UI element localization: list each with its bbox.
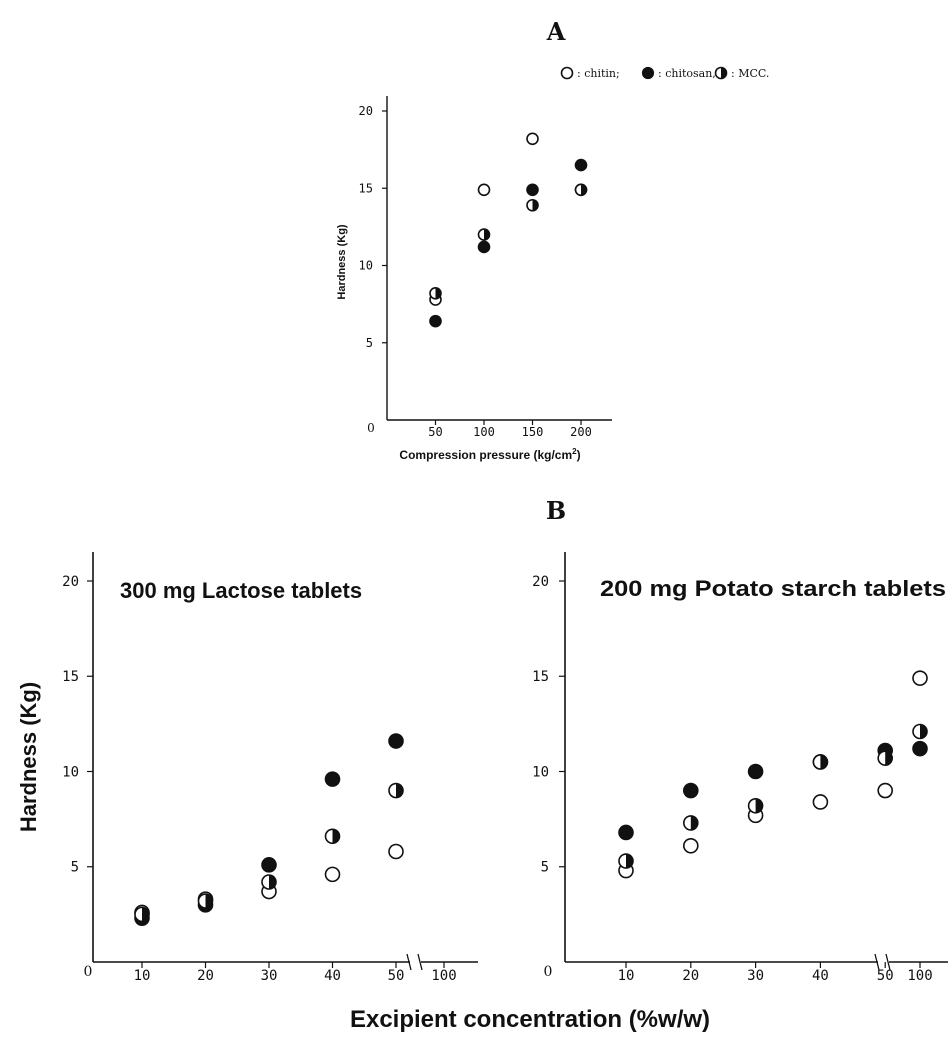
chart-b-potato-title: 200 mg Potato starch tablets xyxy=(600,576,946,601)
chart-a-xtick-label: 50 xyxy=(428,425,442,439)
chart-b-lactose-point-chitin xyxy=(388,843,404,860)
chart-b-lactose-point-chitosan xyxy=(324,771,341,787)
chart-b-lactose-point-chitosan xyxy=(388,733,404,749)
chart-a-point-mcc xyxy=(429,287,442,300)
chart-b-potato-origin-label: 0 xyxy=(544,964,553,980)
chart-b-potato-xtick-label: 30 xyxy=(747,968,764,984)
chart-b-potato-point-mcc xyxy=(618,853,634,869)
chart-a-xtick-label: 200 xyxy=(570,425,592,439)
chart-a-origin-label: 0 xyxy=(367,421,375,435)
legend-mcc-label: : MCC. xyxy=(731,67,769,80)
panel-label-b: B xyxy=(546,496,566,525)
chart-b-potato-ytick-label: 10 xyxy=(532,764,549,780)
chart-a-xlabel: Compression pressure (kg/cm2) xyxy=(399,447,580,462)
chart-b-potato-point-chitosan xyxy=(618,824,634,841)
legend-chitin-marker xyxy=(560,66,574,80)
chart-b-lactose-point-mcc xyxy=(197,893,214,909)
chart-a-xlabel-sup: 2 xyxy=(572,447,577,456)
chart-a-xlabel-main: Compression pressure (kg/cm xyxy=(399,448,572,462)
chart-b-lactose-xtick-label: 20 xyxy=(197,968,214,984)
chart-a-ytick-label: 20 xyxy=(359,104,373,118)
chart-b-potato-point-mcc xyxy=(682,815,699,831)
chart-b-lactose-point-mcc xyxy=(134,906,150,923)
chart-a-point-mcc xyxy=(477,228,491,241)
chart-b-potato-point-chitin xyxy=(812,794,829,810)
chart-b-lactose-xtick-label: 100 xyxy=(431,968,456,984)
chart-b-potato-point-chitosan xyxy=(912,740,928,757)
chart-b-lactose-axis-break xyxy=(406,953,423,971)
chart-b-potato-point-chitin xyxy=(682,837,699,854)
legend: : chitin; : chitosan, : MCC. xyxy=(560,66,769,80)
legend-chitosan-label: : chitosan, xyxy=(658,67,716,80)
chart-a-point-mcc xyxy=(574,183,588,197)
chart-b-potato-point-chitin xyxy=(877,782,894,799)
chart-b-lactose-point-mcc xyxy=(261,874,277,890)
chart-b-lactose-xtick-label: 50 xyxy=(388,968,405,984)
chart-a-point-chitosan xyxy=(429,314,442,328)
chart-b-potato-point-chitosan xyxy=(747,763,764,780)
chart-a-point-mcc xyxy=(526,198,539,212)
chart-a-point-chitosan xyxy=(526,183,539,197)
chart-a: 0 Hardness (Kg) Compression pressure (kg… xyxy=(336,96,612,462)
chart-b-potato-ytick-label: 5 xyxy=(541,860,549,876)
legend-mcc-marker xyxy=(714,66,728,80)
chart-a-ytick-label: 5 xyxy=(366,336,373,350)
chart-b-potato-ytick-label: 20 xyxy=(532,574,549,590)
chart-a-point-chitosan xyxy=(477,240,491,254)
chart-b-lactose-ytick-label: 15 xyxy=(62,669,79,685)
legend-chitin-label: : chitin; xyxy=(577,67,620,80)
chart-b-lactose-point-mcc xyxy=(324,828,341,845)
chart-b-lactose: 0 300 mg Lactose tablets Hardness (Kg) 5… xyxy=(16,552,478,984)
chart-a-point-chitin xyxy=(477,183,491,197)
chart-b-potato-xtick-label: 40 xyxy=(812,968,829,984)
legend-chitosan-marker xyxy=(641,66,655,80)
chart-b-potato-point-mcc xyxy=(912,723,928,740)
chart-b-potato-xtick-label: 20 xyxy=(682,968,699,984)
chart-a-ytick-label: 15 xyxy=(359,181,373,195)
chart-b-potato-xtick-label: 100 xyxy=(907,968,932,984)
chart-a-ytick-label: 10 xyxy=(359,259,373,273)
chart-b-lactose-point-chitosan xyxy=(261,857,277,873)
chart-b-lactose-point-chitin xyxy=(324,866,341,883)
chart-b-lactose-point-mcc xyxy=(388,782,404,799)
chart-a-xlabel-close: ) xyxy=(577,448,581,462)
chart-b-lactose-xtick-label: 40 xyxy=(324,968,341,984)
chart-b-lactose-ytick-label: 5 xyxy=(71,860,79,876)
chart-b-lactose-ylabel: Hardness (Kg) xyxy=(16,682,41,832)
chart-b-potato-xtick-label: 10 xyxy=(618,968,635,984)
chart-b-potato-point-chitosan xyxy=(682,782,699,799)
chart-b-potato-point-mcc xyxy=(877,750,894,766)
panel-label-a: A xyxy=(546,17,566,46)
chart-a-point-chitosan xyxy=(574,158,588,172)
chart-b-potato-point-chitin xyxy=(912,670,928,686)
chart-a-xtick-label: 150 xyxy=(522,425,544,439)
chart-a-ylabel: Hardness (Kg) xyxy=(336,224,348,300)
chart-b-potato-xtick-label: 50 xyxy=(877,968,894,984)
chart-b-potato-axis-break xyxy=(874,953,891,971)
chart-b-lactose-title: 300 mg Lactose tablets xyxy=(120,578,362,603)
chart-b-potato-ytick-label: 15 xyxy=(532,669,549,685)
chart-b-lactose-ytick-label: 10 xyxy=(62,764,79,780)
shared-xlabel: Excipient concentration (%w/w) xyxy=(350,1006,710,1033)
chart-a-xtick-label: 100 xyxy=(473,425,495,439)
chart-b-lactose-xtick-label: 30 xyxy=(261,968,278,984)
chart-b-potato-point-mcc xyxy=(812,754,829,770)
chart-b-lactose-ytick-label: 20 xyxy=(62,574,79,590)
chart-a-point-chitin xyxy=(526,132,539,146)
chart-b-lactose-xtick-label: 10 xyxy=(134,968,151,984)
chart-b-lactose-origin-label: 0 xyxy=(84,964,93,980)
chart-b-potato: 0 200 mg Potato starch tablets 5 10 15 20 10… xyxy=(532,552,948,984)
chart-b-potato-point-mcc xyxy=(747,797,764,814)
